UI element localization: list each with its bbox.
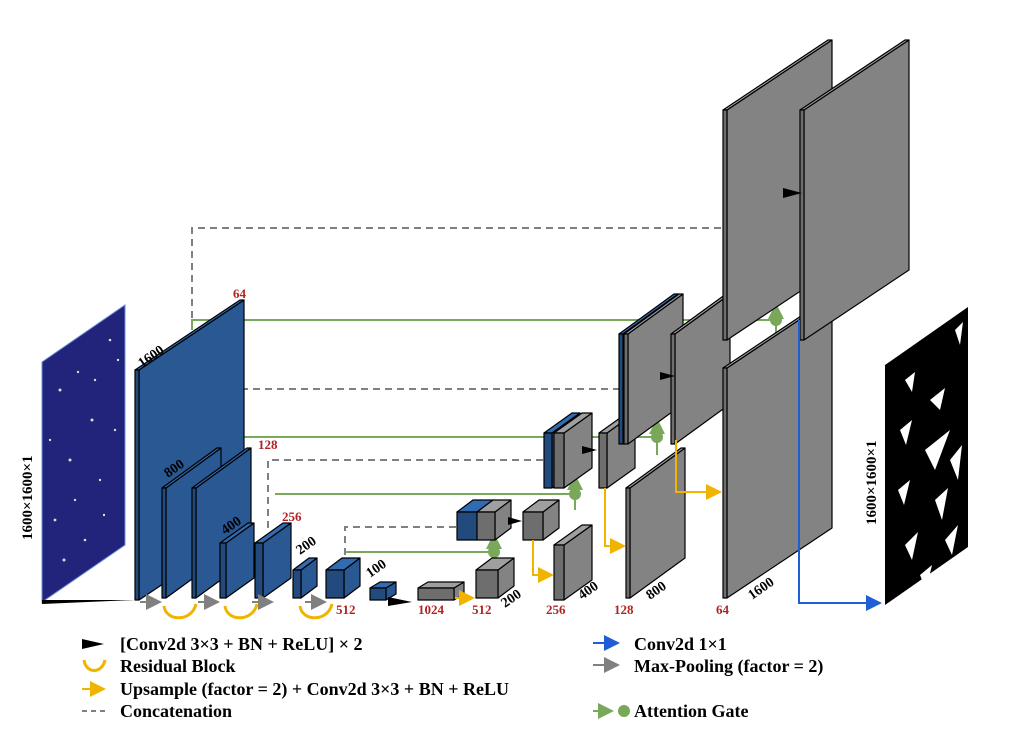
attention-line-1 — [191, 319, 770, 330]
legend: [Conv2d 3×3 + BN + ReLU] × 2 Residual Bl… — [82, 634, 823, 721]
decoder-block-2a — [553, 524, 593, 601]
enc-res-5: 100 — [364, 557, 390, 581]
decoder-block-4c — [799, 39, 910, 341]
concat-line-4 — [344, 526, 460, 555]
conv-marker-1 — [783, 188, 802, 198]
decoder-block-4a — [722, 297, 833, 599]
encoder-block-5 — [369, 581, 397, 601]
legend-conv1x1-label: Conv2d 1×1 — [634, 634, 727, 654]
conv-markers — [508, 188, 802, 525]
attention-gates — [488, 314, 782, 558]
dec-ch-4: 64 — [716, 602, 730, 617]
enc-ch-3: 256 — [282, 509, 302, 524]
enc-ch-4: 512 — [336, 602, 356, 617]
encoder-block-2b — [191, 447, 252, 599]
decoder-block-2b — [553, 412, 593, 489]
legend-residual-label: Residual Block — [120, 656, 236, 676]
dec-ch-3: 128 — [614, 602, 634, 617]
decoder-block-3a — [625, 447, 686, 599]
decoder-block-1b — [476, 499, 512, 541]
legend-attention-dot — [618, 705, 630, 717]
conv-marker-3 — [582, 446, 597, 454]
legend-conv-icon — [82, 639, 104, 649]
enc-ch-1: 64 — [233, 286, 247, 301]
attention-gate-1 — [770, 314, 782, 326]
bottom-path-wedge — [42, 600, 135, 604]
conv-marker-4 — [508, 517, 522, 525]
upsample-arrow-3 — [604, 488, 626, 554]
network-blocks — [134, 39, 910, 601]
upsample-arrow-4 — [675, 440, 722, 500]
output-mask — [885, 307, 968, 605]
attention-gate-4 — [488, 546, 500, 558]
encoder-block-3a — [219, 522, 255, 599]
residual-block-2 — [223, 603, 259, 620]
enc-ch-5: 1024 — [418, 602, 445, 617]
conv-marker-2 — [660, 372, 675, 380]
encoder-block-4b — [325, 557, 361, 599]
output-size-label: 1600×1600×1 — [864, 440, 880, 525]
concat-line-3 — [267, 459, 548, 528]
enc-ch-2: 128 — [258, 437, 278, 452]
legend-upsample-label: Upsample (factor = 2) + Conv2d 3×3 + BN … — [120, 679, 509, 700]
decoder-block-3b — [623, 293, 684, 445]
dec-ch-1: 512 — [472, 602, 492, 617]
encoder-block-3b — [254, 522, 292, 599]
decoder-block-1c — [522, 499, 560, 541]
concat-line-1 — [191, 227, 725, 330]
input-image — [41, 304, 126, 603]
attention-gate-3 — [569, 488, 581, 500]
conv1x1-arrow — [798, 320, 882, 611]
legend-residual-icon — [82, 659, 107, 672]
enc-res-4: 200 — [294, 534, 320, 558]
residual-blocks — [162, 603, 334, 620]
flow-arrows — [42, 320, 882, 611]
dec-ch-2: 256 — [546, 602, 566, 617]
upsample-arrow-2 — [532, 540, 554, 583]
residual-block-3 — [298, 603, 334, 620]
attention-gate-2 — [651, 431, 663, 443]
legend-concat-label: Concatenation — [120, 701, 232, 721]
legend-conv-label: [Conv2d 3×3 + BN + ReLU] × 2 — [120, 634, 363, 654]
decoder-block-1a — [475, 557, 515, 599]
concat-line-2 — [217, 388, 625, 402]
input-size-label: 1600×1600×1 — [20, 455, 36, 540]
legend-attention-label: Attention Gate — [634, 701, 748, 721]
residual-block-1 — [162, 603, 198, 620]
legend-maxpool-label: Max-Pooling (factor = 2) — [634, 656, 823, 677]
conv-arrow-bottleneck — [388, 597, 412, 606]
encoder-block-4a — [292, 557, 318, 599]
